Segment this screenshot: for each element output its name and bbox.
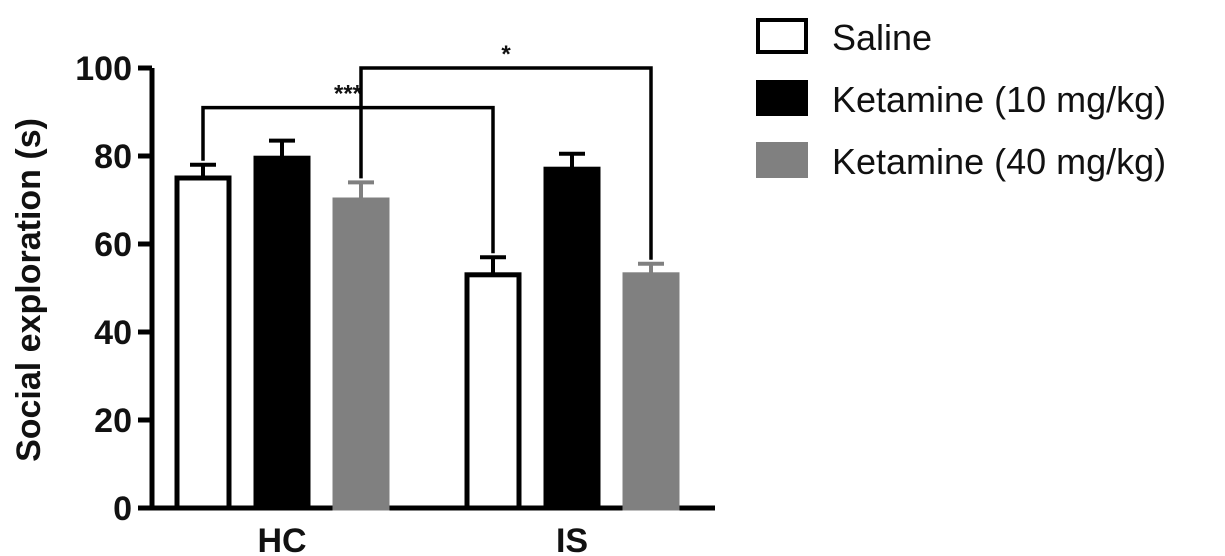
significance-annotations: **** [201, 41, 653, 260]
legend-swatch [756, 18, 808, 54]
x-category-label: HC [257, 522, 306, 556]
bar-hc-1 [253, 155, 311, 511]
bar-is-1 [543, 166, 601, 511]
bar-hc-0 [174, 175, 232, 511]
y-tick-label: 0 [113, 490, 132, 528]
x-category-label: IS [556, 522, 588, 556]
significance-bracket [201, 105, 495, 254]
legend-swatch [756, 142, 808, 178]
bar-is-0 [464, 272, 522, 511]
y-axis-label: Social exploration (s) [10, 118, 48, 462]
bar-is-2 [622, 272, 680, 511]
y-tick-label: 100 [75, 50, 132, 88]
y-tick-label: 20 [94, 402, 132, 440]
bars: HC IS [174, 138, 680, 556]
significance-label: * [501, 41, 511, 68]
significance-bracket [359, 66, 653, 260]
y-tick-label: 80 [94, 138, 132, 176]
legend: Saline Ketamine (10 mg/kg) Ketamine (40 mg… [756, 17, 1166, 182]
legend-label: Ketamine (10 mg/kg) [832, 79, 1166, 120]
axes: 0 20 40 60 80 100 [75, 50, 715, 528]
significance-label: *** [334, 81, 363, 108]
legend-swatch [756, 80, 808, 116]
legend-label: Saline [832, 17, 932, 58]
bar-hc-2 [332, 197, 390, 511]
y-tick-label: 40 [94, 314, 132, 352]
legend-label: Ketamine (40 mg/kg) [832, 141, 1166, 182]
y-tick-label: 60 [94, 226, 132, 264]
